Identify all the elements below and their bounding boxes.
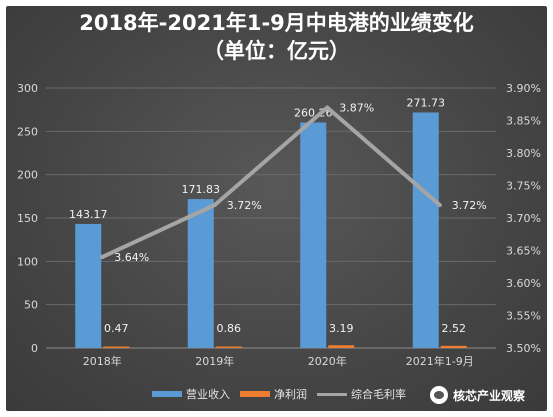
y-tick-label: 100 [17, 255, 38, 268]
bar-profit [103, 346, 130, 348]
y2-tick-label: 3.60% [506, 277, 541, 290]
legend-label-margin: 综合毛利率 [351, 388, 406, 401]
bar-revenue [75, 223, 102, 348]
point-margin [212, 203, 217, 207]
y-tick-label: 150 [17, 212, 38, 225]
point-margin [437, 203, 442, 207]
y2-tick-label: 3.75% [506, 180, 541, 193]
legend: 营业收入 净利润 综合毛利率 [152, 386, 416, 402]
legend-item-margin: 综合毛利率 [317, 386, 406, 402]
legend-swatch-margin [317, 392, 347, 396]
y-tick-label: 0 [31, 342, 38, 355]
y-tick-label: 200 [17, 169, 38, 182]
data-label-margin: 3.64% [114, 251, 149, 264]
x-tick-label: 2020年 [308, 354, 347, 368]
data-label-profit: 3.19 [329, 322, 354, 335]
x-tick-label: 2019年 [195, 354, 234, 368]
data-label-profit: 0.47 [104, 322, 129, 335]
bar-revenue [412, 112, 439, 348]
legend-swatch-profit [240, 391, 270, 397]
legend-item-profit: 净利润 [240, 386, 307, 402]
bar-revenue [300, 122, 327, 348]
y-tick-label: 300 [17, 82, 38, 95]
y2-tick-label: 3.70% [506, 212, 541, 225]
legend-swatch-revenue [152, 391, 182, 397]
data-label-margin: 3.72% [227, 199, 262, 212]
point-margin [100, 255, 105, 259]
legend-label-revenue: 营业收入 [186, 388, 230, 401]
y2-tick-label: 3.65% [506, 245, 541, 258]
chart-subtitle: （单位：亿元） [203, 39, 350, 63]
y2-tick-label: 3.55% [506, 310, 541, 323]
x-tick-label: 2018年 [83, 354, 122, 368]
bar-profit [328, 345, 355, 348]
data-label-revenue: 171.83 [182, 183, 221, 196]
data-label-revenue: 271.73 [407, 97, 446, 110]
bar-revenue [187, 199, 214, 348]
watermark: 核芯产业观察 [430, 384, 525, 406]
wechat-logo-icon [430, 386, 448, 404]
y2-tick-label: 3.85% [506, 115, 541, 128]
data-label-margin: 3.87% [339, 102, 374, 115]
bar-profit [215, 346, 242, 348]
legend-item-revenue: 营业收入 [152, 386, 230, 402]
bar-profit [440, 345, 467, 348]
data-label-margin: 3.72% [452, 199, 487, 212]
y-tick-label: 50 [24, 299, 38, 312]
data-label-profit: 0.86 [217, 322, 242, 335]
point-margin [325, 105, 330, 110]
line-margin [100, 105, 442, 259]
y2-tick-label: 3.80% [506, 147, 541, 160]
data-label-revenue: 143.17 [69, 208, 108, 221]
chart-title: 2018年-2021年1-9月中电港的业绩变化 [79, 11, 474, 35]
x-tick-label: 2021年1-9月 [406, 354, 474, 368]
y2-tick-label: 3.90% [506, 82, 541, 95]
legend-label-profit: 净利润 [274, 388, 307, 401]
y2-tick-label: 3.50% [506, 342, 541, 355]
y-tick-label: 250 [17, 125, 38, 138]
data-label-profit: 2.52 [442, 322, 467, 335]
watermark-text: 核芯产业观察 [453, 388, 526, 403]
